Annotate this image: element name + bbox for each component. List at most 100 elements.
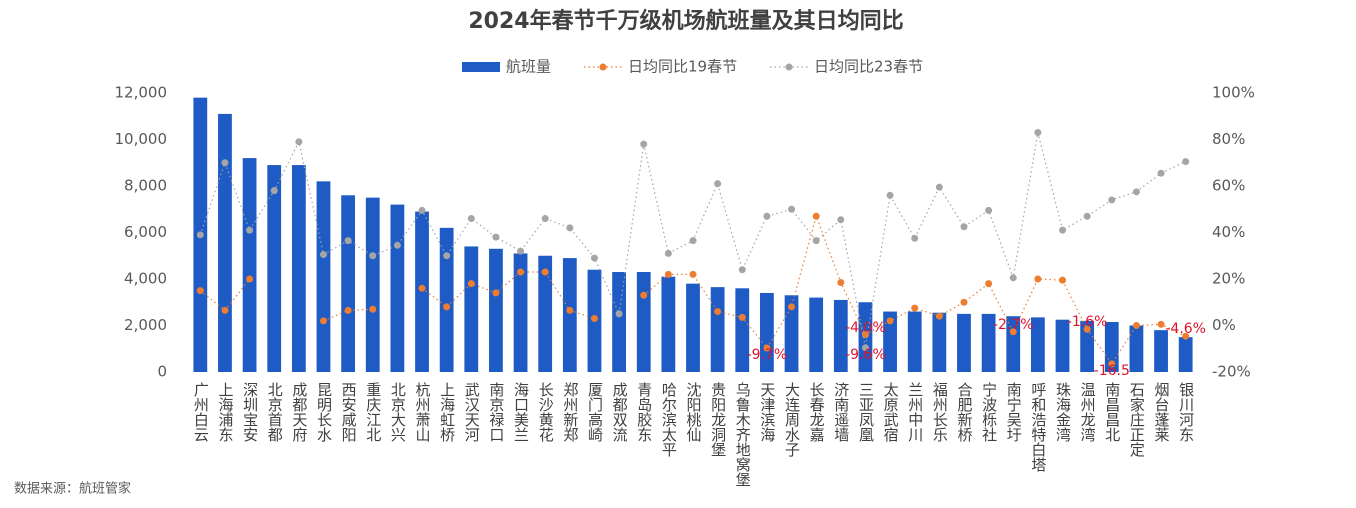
bar (809, 297, 824, 372)
y2-tick-label: -20% (1212, 363, 1251, 381)
line-point (541, 215, 549, 223)
bar (218, 113, 232, 373)
line-point (788, 205, 796, 213)
y-tick-label: 0 (157, 363, 167, 381)
line-point (393, 241, 401, 249)
line-point (911, 234, 919, 242)
line-point (467, 215, 475, 223)
line-point (443, 252, 451, 260)
data-label: -2.7% (993, 317, 1034, 333)
x-tick-label: 长春龙嘉 (808, 382, 826, 442)
line-point (418, 206, 426, 214)
x-tick-label: 北京首都 (266, 382, 284, 442)
bar (883, 311, 897, 372)
line-point (566, 306, 574, 314)
line-point (1083, 325, 1091, 333)
line-point (714, 308, 722, 316)
line-point (1157, 169, 1165, 177)
bar (932, 312, 947, 372)
y2-tick-label: 0% (1212, 316, 1236, 334)
line-point (517, 247, 525, 255)
line-point (443, 303, 451, 311)
line-point (1132, 188, 1140, 196)
line-point (689, 237, 697, 245)
line-point (985, 206, 993, 214)
y2-tick-label: 60% (1212, 177, 1245, 195)
line-point (935, 183, 943, 191)
x-tick-label: 成都双流 (611, 382, 629, 443)
x-tick-label: 银川河东 (1177, 382, 1195, 442)
y2-tick-label: 100% (1212, 84, 1255, 102)
line-point (664, 249, 672, 257)
bar (636, 272, 651, 372)
x-tick-label: 杭州萧山 (414, 382, 432, 442)
bar (439, 227, 454, 372)
line-point (664, 270, 672, 278)
x-tick-label: 北京大兴 (389, 382, 407, 442)
bar (686, 283, 700, 372)
x-tick-label: 长沙黄花 (537, 382, 555, 443)
line-point (935, 312, 943, 320)
x-tick-label: 青岛胶东 (635, 382, 653, 442)
line-point (640, 291, 648, 299)
x-tick-label: 上海浦东 (216, 382, 234, 442)
y2-tick-label: 20% (1212, 270, 1245, 288)
line-point (1034, 275, 1042, 283)
data-label: -9.7% (747, 347, 788, 363)
line-point (960, 298, 968, 306)
line-point (196, 287, 204, 295)
x-tick-label: 上海虹桥 (438, 382, 456, 442)
data-label: -16.5 (1094, 363, 1130, 379)
line-point (837, 278, 845, 286)
x-tick-label: 兰州中川 (906, 382, 924, 442)
line-point (763, 212, 771, 220)
line-point (1034, 129, 1042, 137)
bar (612, 272, 626, 372)
x-tick-label: 烟台蓬莱 (1153, 382, 1171, 442)
line-point (541, 268, 549, 276)
bar (538, 255, 553, 372)
line-point (319, 317, 327, 325)
bar (341, 195, 356, 372)
legend-swatch (785, 63, 793, 71)
line-point (1083, 212, 1091, 220)
data-label: -4.0% (845, 320, 886, 336)
bar (661, 276, 676, 372)
x-tick-label: 大连周水子 (783, 382, 801, 457)
x-tick-label: 武汉天河 (463, 382, 481, 442)
line-point (1108, 360, 1116, 368)
line-point (861, 344, 869, 352)
line-point (1009, 274, 1017, 282)
line-point (1059, 226, 1067, 234)
bar (1178, 337, 1193, 372)
legend-swatch (462, 62, 500, 72)
bar (710, 287, 725, 372)
line-point (590, 254, 598, 262)
y2-tick-label: 80% (1212, 130, 1245, 148)
chart-title: 2024年春节千万级机场航班量及其日均同比 (468, 8, 903, 34)
line-point (492, 289, 500, 297)
x-tick-label: 南昌昌北 (1103, 382, 1121, 442)
line-point (1108, 196, 1116, 204)
line-point (590, 315, 598, 323)
line-point (615, 310, 623, 318)
line-point (467, 280, 475, 288)
line-point (812, 212, 820, 220)
bar (464, 246, 479, 372)
line-point (221, 159, 229, 167)
data-label: -1.6% (1067, 314, 1108, 330)
y-tick-label: 4,000 (124, 270, 167, 288)
x-tick-label: 重庆江北 (364, 382, 382, 442)
line-point (812, 237, 820, 245)
bar (1030, 317, 1045, 372)
x-tick-label: 贵阳龙洞堡 (709, 382, 727, 457)
line-point (1157, 320, 1165, 328)
bar (513, 253, 528, 372)
bar (365, 197, 380, 372)
bar (1006, 316, 1021, 372)
bar (957, 313, 971, 372)
line-point (270, 187, 278, 195)
x-tick-label: 南京禄口 (487, 382, 505, 442)
y-tick-label: 10,000 (115, 130, 168, 148)
